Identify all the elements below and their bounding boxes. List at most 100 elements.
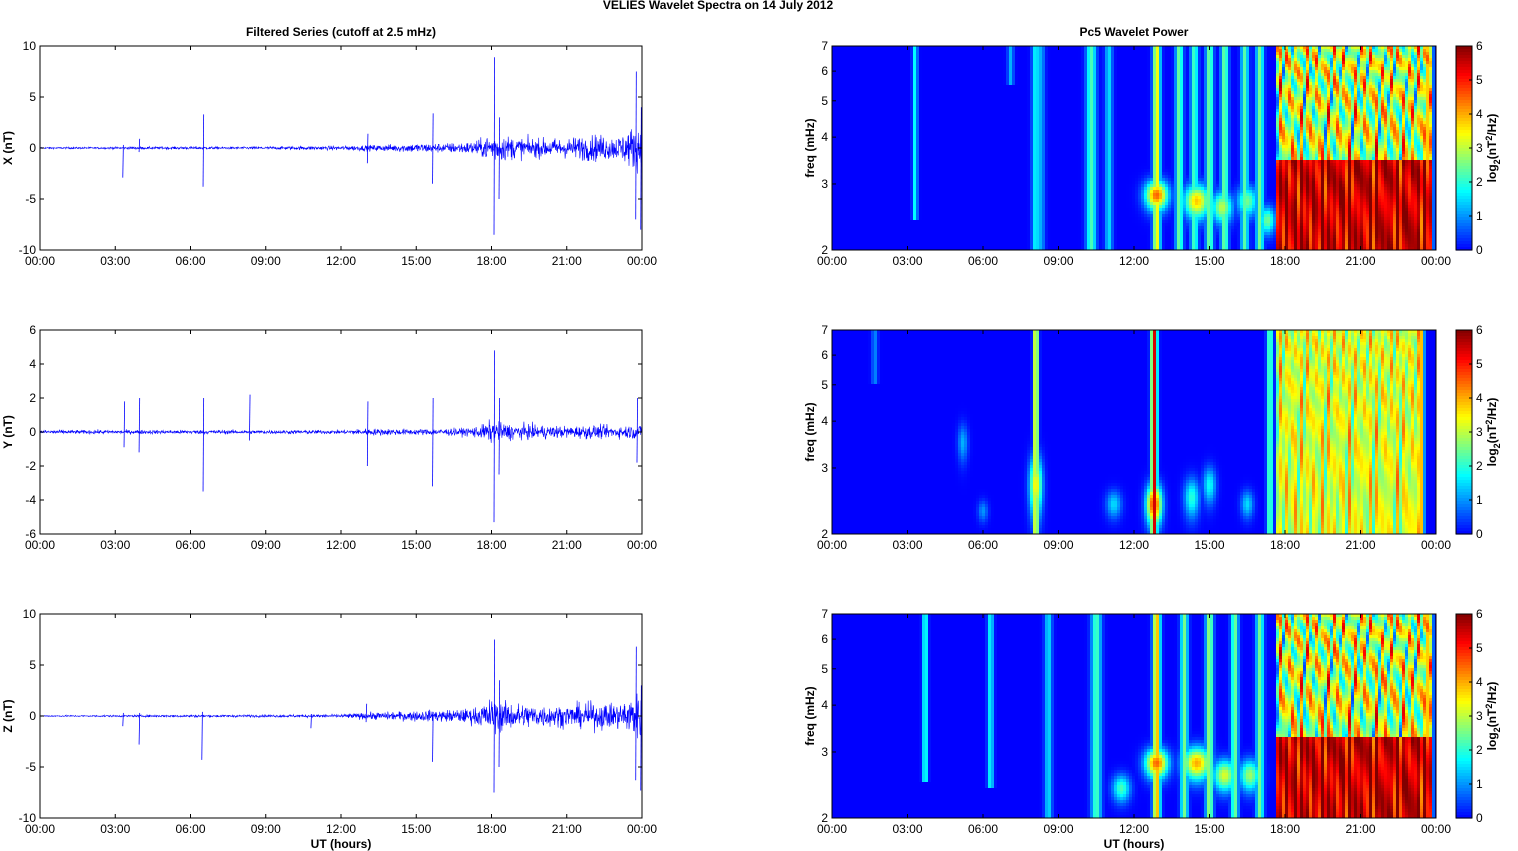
x-tick-label: 09:00 [1043, 538, 1073, 552]
x-tick-label: 00:00 [1421, 254, 1451, 268]
y-tick-label: 0 [29, 709, 36, 723]
colorbar-swatch [1456, 683, 1472, 687]
colorbar-swatch [1456, 623, 1472, 627]
x-tick-label: 12:00 [1119, 822, 1149, 836]
y-tick-label: 6 [821, 632, 828, 646]
colorbar-swatch [1456, 384, 1472, 388]
colorbar-tick-label: 4 [1476, 675, 1483, 689]
spike-mark [365, 703, 368, 723]
colorbar-tick-label: 6 [1476, 39, 1483, 53]
colorbar-swatch [1456, 734, 1472, 738]
colorbar-swatch [1456, 357, 1472, 361]
x-tick-label: 06:00 [175, 822, 205, 836]
x-tick-label: 21:00 [1345, 254, 1375, 268]
colorbar-swatch [1456, 674, 1472, 678]
x-tick-label: 15:00 [401, 254, 431, 268]
colorbar-swatch [1456, 653, 1472, 657]
y-tick-label: 4 [821, 414, 828, 428]
colorbar-swatch [1456, 522, 1472, 526]
x-tick-label: 18:00 [476, 538, 506, 552]
y-axis-label: Z (nT) [1, 699, 15, 732]
y-tick-label: 0 [29, 141, 36, 155]
x-tick-label: 00:00 [627, 822, 657, 836]
x-tick-label: 00:00 [817, 538, 847, 552]
colorbar-swatch [1456, 399, 1472, 403]
spike-mark [640, 685, 642, 791]
colorbar-swatch [1456, 85, 1472, 89]
y-tick-label: 2 [29, 391, 36, 405]
colorbar-swatch [1456, 372, 1472, 376]
spike-mark [202, 114, 205, 187]
x-tick-label: 18:00 [1270, 538, 1300, 552]
spike-mark [498, 397, 501, 475]
colorbar-swatch [1456, 229, 1472, 233]
colorbar-swatch [1456, 638, 1472, 642]
colorbar-swatch [1456, 67, 1472, 71]
colorbar-swatch [1456, 214, 1472, 218]
y-tick-label: 7 [821, 323, 828, 337]
colorbar-swatch [1456, 665, 1472, 669]
x-tick-label: 09:00 [251, 822, 281, 836]
colorbar-swatch [1456, 351, 1472, 355]
colorbar-swatch [1456, 342, 1472, 346]
colorbar-tick-label: 2 [1476, 743, 1483, 757]
colorbar-swatch [1456, 456, 1472, 460]
series-line [39, 693, 643, 739]
colorbar-swatch [1456, 516, 1472, 520]
colorbar-swatch [1456, 58, 1472, 62]
colorbar-tick-label: 0 [1476, 811, 1483, 825]
colorbar-swatch [1456, 208, 1472, 212]
spike-mark [636, 397, 638, 463]
colorbar-label: log2(nT2/Hz) [1484, 682, 1502, 751]
colorbar-swatch [1456, 363, 1472, 367]
colorbar-swatch [1456, 411, 1472, 415]
colorbar-swatch [1456, 513, 1472, 517]
colorbar-tick-label: 5 [1476, 357, 1483, 371]
colorbar-tick-label: 1 [1476, 209, 1483, 223]
colorbar-swatch [1456, 737, 1472, 741]
x-tick-label: 09:00 [251, 254, 281, 268]
colorbar-swatch [1456, 232, 1472, 236]
x-axis-label: UT (hours) [1104, 837, 1165, 851]
x-axis-label: UT (hours) [311, 837, 372, 851]
colorbar-swatch [1456, 154, 1472, 158]
colorbar-swatch [1456, 809, 1472, 813]
colorbar-swatch [1456, 465, 1472, 469]
x-tick-label: 18:00 [476, 822, 506, 836]
colorbar-swatch [1456, 477, 1472, 481]
colorbar-swatch [1456, 94, 1472, 98]
colorbar-swatch [1456, 626, 1472, 630]
colorbar-swatch [1456, 148, 1472, 152]
colorbar-swatch [1456, 671, 1472, 675]
colorbar-swatch [1456, 390, 1472, 394]
colorbar: 0 1 2 3 4 5 6 log2(nT2/Hz) [1455, 39, 1502, 257]
colorbar-swatch [1456, 91, 1472, 95]
colorbar-swatch [1456, 247, 1472, 251]
colorbar-swatch [1456, 79, 1472, 83]
colorbar-swatch [1456, 492, 1472, 496]
colorbar-swatch [1456, 169, 1472, 173]
colorbar-tick-label: 5 [1476, 641, 1483, 655]
colorbar-swatch [1456, 49, 1472, 53]
x-tick-label: 21:00 [552, 822, 582, 836]
colorbar-swatch [1456, 480, 1472, 484]
colorbar-swatch [1456, 647, 1472, 651]
colorbar-tick-label: 2 [1476, 175, 1483, 189]
x-tick-label: 00:00 [25, 254, 55, 268]
x-tick-label: 21:00 [1345, 822, 1375, 836]
colorbar-swatch [1456, 489, 1472, 493]
spike-mark [498, 117, 501, 200]
colorbar-swatch [1456, 241, 1472, 245]
wavelet-panel-z: 2 3 4 5 6 7 00:00 03:00 06:00 09:00 12:00 15:00 18:0… [803, 607, 1502, 851]
colorbar-swatch [1456, 507, 1472, 511]
colorbar-swatch [1456, 190, 1472, 194]
y-tick-label: 10 [23, 607, 37, 621]
colorbar-swatch [1456, 369, 1472, 373]
colorbar-swatch [1456, 235, 1472, 239]
spike-mark [432, 397, 434, 487]
y-tick-label: 7 [821, 607, 828, 621]
colorbar-swatch [1456, 76, 1472, 80]
spike-mark [138, 712, 141, 745]
colorbar-swatch [1456, 620, 1472, 624]
